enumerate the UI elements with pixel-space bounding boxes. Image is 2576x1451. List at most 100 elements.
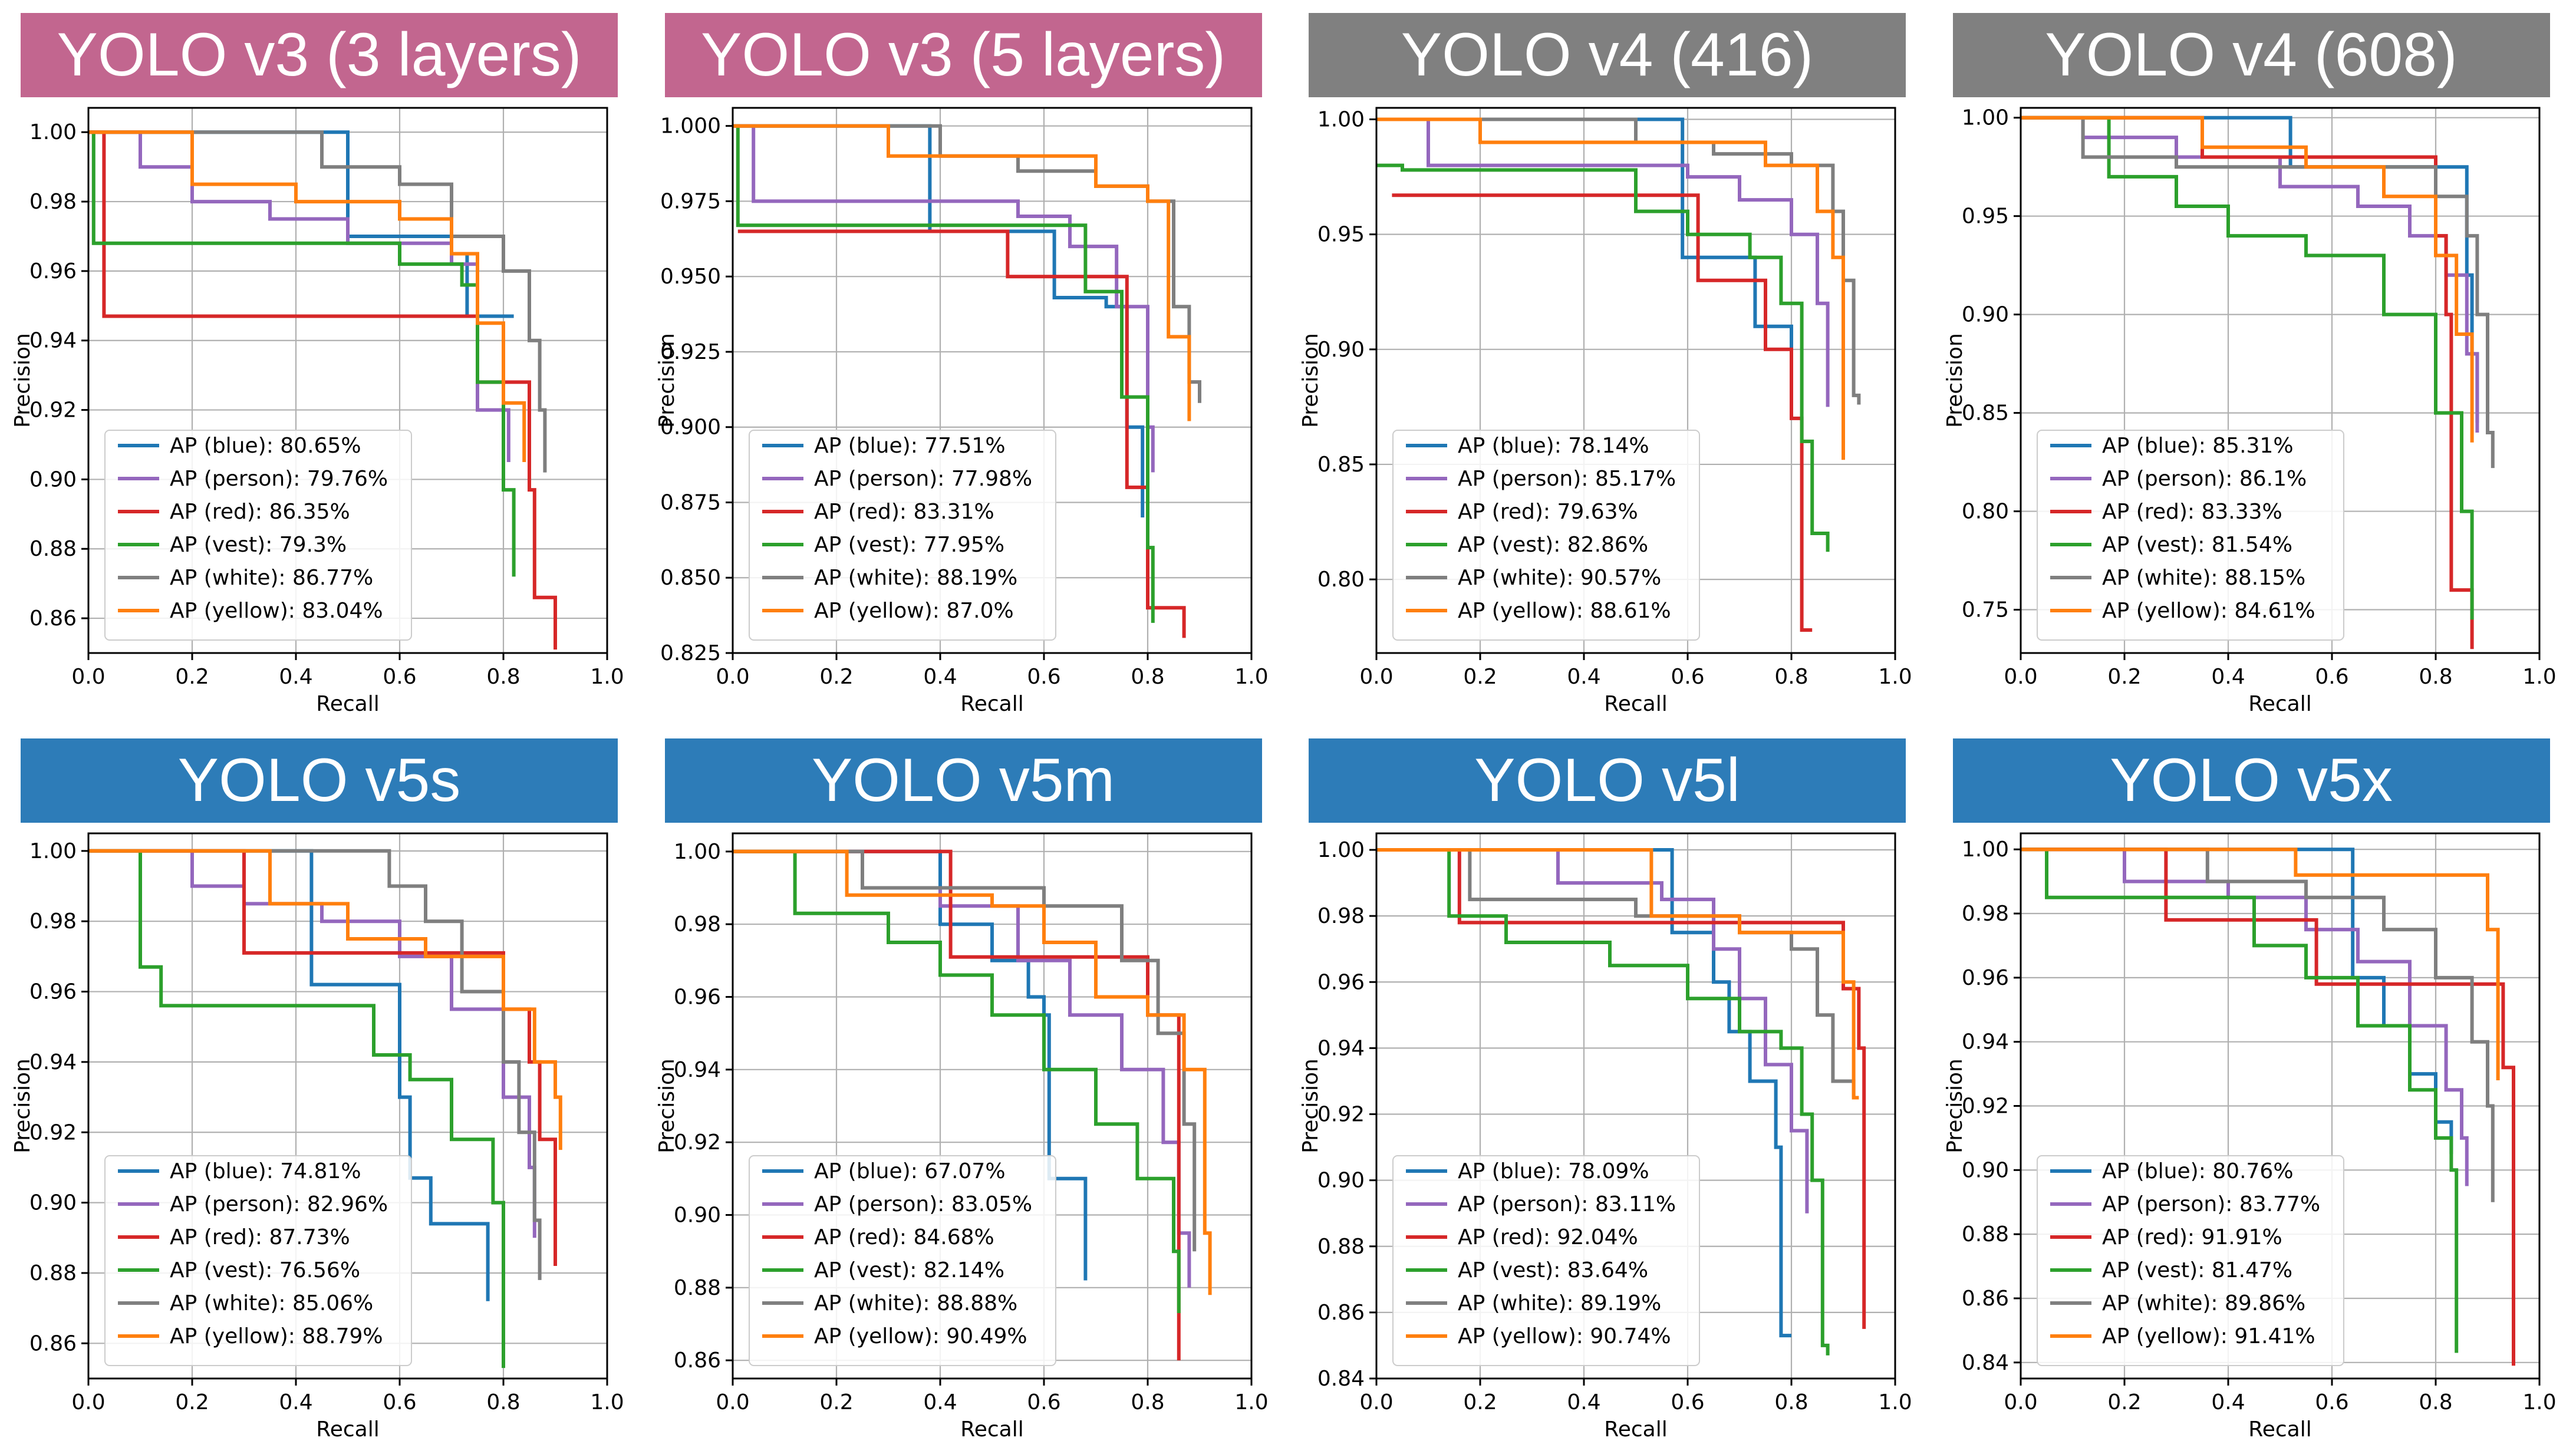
x-tick-label: 0.4 xyxy=(923,1390,957,1414)
legend-label: AP (yellow): 88.79% xyxy=(170,1324,383,1348)
legend-label: AP (yellow): 88.61% xyxy=(1458,599,1671,623)
chart-title: YOLO v3 (5 layers) xyxy=(700,21,1226,89)
chart-svg: 0.0 0.2 0.4 0.6 0.8 1.0 0.80 0.85 0.90 0.95 1.00 Re… xyxy=(1299,107,1912,716)
legend-label: AP (yellow): 84.61% xyxy=(2102,599,2315,623)
chart-title: YOLO v5s xyxy=(177,746,461,814)
x-tick-label: 0.0 xyxy=(716,665,749,689)
legend: AP (blue): 67.07% AP (person): 83.05% AP (… xyxy=(748,1155,1056,1366)
series-group xyxy=(732,849,1212,1361)
x-axis-label: Recall xyxy=(2248,1417,2311,1442)
x-axis-label: Recall xyxy=(960,692,1023,716)
y-tick-label: 1.00 xyxy=(1961,106,2008,130)
legend-label: AP (blue): 78.09% xyxy=(1458,1159,1649,1183)
y-tick-label: 0.88 xyxy=(29,537,77,561)
plot-frame xyxy=(87,107,608,654)
y-tick-label: 0.98 xyxy=(673,912,720,936)
chart-title: YOLO v4 (608) xyxy=(2045,21,2458,89)
series-line-yellow xyxy=(88,849,562,1150)
x-tick-label: 0.4 xyxy=(279,665,312,689)
legend-label: AP (person): 86.1% xyxy=(2102,467,2307,491)
series-line-vest xyxy=(1376,848,1830,1356)
y-tick-label: 0.84 xyxy=(1961,1351,2008,1375)
chart-title: YOLO v5l xyxy=(1474,746,1740,814)
x-tick-label: 0.4 xyxy=(2211,665,2245,689)
series-line-blue xyxy=(2020,116,2479,423)
series-group xyxy=(1376,117,1861,632)
series-line-blue xyxy=(2020,847,2453,1155)
x-tick-label: 0.6 xyxy=(2315,1390,2348,1414)
y-tick-label: 1.00 xyxy=(673,840,720,864)
y-tick-label: 0.86 xyxy=(1961,1287,2008,1311)
y-tick-label: 0.96 xyxy=(673,985,720,1010)
series-group xyxy=(88,130,557,650)
series-group xyxy=(1376,848,1866,1356)
series-line-white xyxy=(732,849,1196,1252)
x-tick-label: 0.2 xyxy=(2107,1390,2141,1414)
y-tick-label: 0.92 xyxy=(1961,1094,2008,1119)
y-axis-label: Precision xyxy=(655,333,679,428)
y-tick-label: 0.94 xyxy=(29,329,77,353)
x-tick-label: 0.8 xyxy=(1131,1390,1164,1414)
legend-label: AP (person): 83.77% xyxy=(2102,1192,2320,1216)
x-tick-label: 0.0 xyxy=(716,1390,749,1414)
x-tick-label: 0.0 xyxy=(71,1390,105,1414)
x-tick-label: 0.2 xyxy=(819,665,853,689)
legend-label: AP (white): 88.15% xyxy=(2102,566,2305,590)
legend-label: AP (person): 82.96% xyxy=(170,1192,388,1216)
x-tick-label: 0.6 xyxy=(2315,665,2348,689)
x-axis-label: Recall xyxy=(316,692,379,716)
y-axis-label: Precision xyxy=(655,1058,679,1153)
y-tick-label: 1.00 xyxy=(29,120,77,144)
series-line-person xyxy=(1376,848,1809,1213)
chart-title: YOLO v5x xyxy=(2110,746,2393,814)
series-line-vest xyxy=(2020,847,2458,1353)
legend-label: AP (white): 90.57% xyxy=(1458,566,1661,590)
series-line-person xyxy=(2020,847,2469,1186)
chart-title-banner: YOLO v5m xyxy=(664,738,1262,823)
legend-label: AP (white): 89.86% xyxy=(2102,1291,2305,1315)
x-tick-label: 0.2 xyxy=(819,1390,853,1414)
y-tick-label: 0.88 xyxy=(1961,1222,2008,1246)
series-line-person xyxy=(2020,116,2479,433)
plot-frame xyxy=(2020,107,2540,654)
series-line-vest xyxy=(732,849,1181,1313)
x-tick-label: 0.4 xyxy=(279,1390,312,1414)
chart-title-banner: YOLO v3 (3 layers) xyxy=(21,13,618,97)
x-tick-label: 1.0 xyxy=(2522,1390,2556,1414)
y-tick-label: 0.80 xyxy=(1961,500,2008,524)
legend-box xyxy=(748,1155,1056,1366)
x-tick-label: 0.6 xyxy=(1027,1390,1060,1414)
legend: AP (blue): 80.76% AP (person): 83.77% AP (… xyxy=(2036,1155,2344,1366)
chart-panel: YOLO v5l 0.0 0.2 0.4 0.6 0.8 1.0 0.84 0.86 0.88 0.… xyxy=(1288,726,1932,1451)
series-line-white xyxy=(732,124,1201,403)
series-line-red xyxy=(2020,116,2474,649)
x-tick-label: 0.2 xyxy=(1463,1390,1497,1414)
series-line-vest xyxy=(2020,116,2474,620)
y-tick-label: 0.96 xyxy=(1317,970,1365,994)
x-tick-label: 1.0 xyxy=(590,1390,624,1414)
chart-title-banner: YOLO v5s xyxy=(21,738,618,823)
series-line-white xyxy=(1376,117,1861,405)
series-group xyxy=(2020,116,2495,649)
y-tick-label: 0.88 xyxy=(29,1261,77,1285)
y-tick-label: 0.975 xyxy=(660,189,720,213)
legend-label: AP (yellow): 87.0% xyxy=(814,599,1014,623)
x-tick-label: 0.2 xyxy=(2107,665,2141,689)
legend: AP (blue): 80.65% AP (person): 79.76% AP (… xyxy=(104,430,412,641)
legend-label: AP (yellow): 90.74% xyxy=(1458,1324,1671,1348)
chart-panel: YOLO v4 (608) 0.0 0.2 0.4 0.6 0.8 1.0 0.75 0.80 0… xyxy=(1932,0,2576,726)
chart-svg: 0.0 0.2 0.4 0.6 0.8 1.0 0.84 0.86 0.88 0.90 0.92 0.… xyxy=(1299,832,1912,1442)
legend-label: AP (blue): 80.65% xyxy=(170,434,361,458)
y-axis-label: Precision xyxy=(11,333,35,428)
legend-label: AP (red): 86.35% xyxy=(170,500,350,524)
series-line-yellow xyxy=(2020,116,2474,443)
series-line-vest xyxy=(732,124,1155,623)
legend-label: AP (person): 83.11% xyxy=(1458,1192,1676,1216)
y-tick-label: 0.900 xyxy=(660,415,720,440)
legend-label: AP (red): 83.33% xyxy=(2102,500,2282,524)
y-tick-label: 0.94 xyxy=(29,1050,77,1074)
legend-label: AP (person): 85.17% xyxy=(1458,467,1676,491)
y-tick-label: 0.75 xyxy=(1961,598,2008,622)
y-tick-label: 0.96 xyxy=(29,980,77,1004)
chart-panel: YOLO v5x 0.0 0.2 0.4 0.6 0.8 1.0 0.84 0.86 0.88 0.… xyxy=(1932,726,2576,1451)
